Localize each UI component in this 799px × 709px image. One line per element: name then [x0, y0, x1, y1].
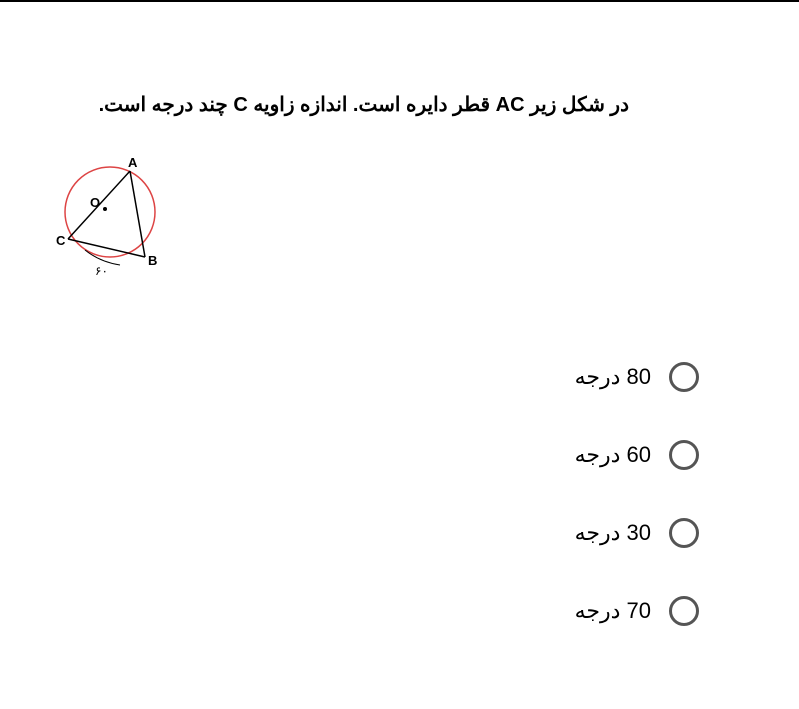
option-3[interactable]: 30 درجه: [575, 518, 699, 548]
option-2[interactable]: 60 درجه: [575, 440, 699, 470]
radio-icon: [669, 440, 699, 470]
line-ab: [130, 171, 145, 257]
label-b: B: [148, 253, 157, 268]
option-label: 60 درجه: [575, 442, 651, 468]
option-label: 70 درجه: [575, 598, 651, 624]
label-a: A: [128, 157, 138, 170]
radio-icon: [669, 362, 699, 392]
option-1[interactable]: 80 درجه: [575, 362, 699, 392]
options-group: 80 درجه 60 درجه 30 درجه 70 درجه: [575, 362, 699, 674]
circle: [65, 167, 155, 257]
arc-label: ۶۰: [95, 264, 108, 278]
option-label: 80 درجه: [575, 364, 651, 390]
radio-icon: [669, 596, 699, 626]
option-4[interactable]: 70 درجه: [575, 596, 699, 626]
option-label: 30 درجه: [575, 520, 651, 546]
radio-icon: [669, 518, 699, 548]
geometry-diagram: A B C O ۶۰: [50, 157, 190, 297]
center-dot: [103, 207, 107, 211]
line-cb: [68, 239, 145, 257]
label-o: O: [90, 195, 100, 210]
question-text: در شکل زیر AC قطر دایره است. اندازه زاوی…: [99, 92, 629, 117]
label-c: C: [56, 233, 66, 248]
